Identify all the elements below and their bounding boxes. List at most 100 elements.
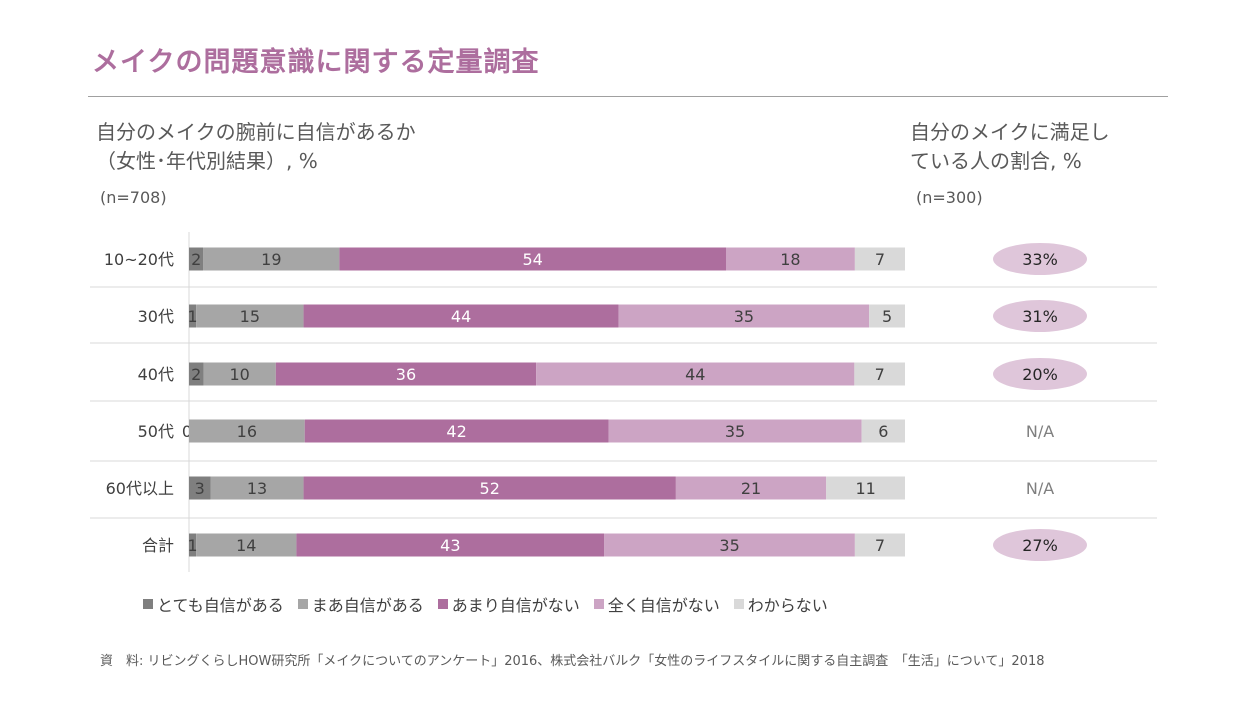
data-label: 36 [396, 365, 416, 384]
legend-item: とても自信がある [143, 592, 284, 616]
legend-swatch [297, 599, 308, 609]
data-label: 35 [725, 422, 745, 441]
category-label: 60代以上 [106, 479, 174, 498]
satisfaction-badge [993, 529, 1087, 561]
left-heading: 自分のメイクの腕前に自信があるか （女性･年代別結果）, % [96, 118, 416, 176]
right-sample-size: (n=300) [916, 188, 983, 207]
data-label: 52 [480, 479, 500, 498]
data-label: 7 [875, 536, 885, 555]
right-heading-line1: 自分のメイクに満足し [910, 120, 1110, 144]
legend-label: まあ自信がある [311, 596, 424, 615]
satisfaction-value: 31% [1022, 307, 1058, 326]
data-label: 18 [780, 250, 800, 269]
bar-segment [869, 304, 905, 328]
legend-item: 全く自信がない [593, 592, 720, 616]
source-note: 資 料: リビングくらしHOW研究所「メイクについてのアンケート」2016、株式… [100, 654, 1045, 669]
legend-label: 全く自信がない [607, 596, 720, 615]
legend-label: わからない [747, 596, 828, 615]
bar-segment [189, 247, 204, 271]
bar-segment [189, 304, 197, 328]
satisfaction-value: 20% [1022, 365, 1058, 384]
bar-segment [189, 476, 211, 500]
bar-segment [861, 419, 905, 443]
bar-segment [203, 247, 340, 271]
data-label: 35 [734, 307, 754, 326]
satisfaction-badge [993, 358, 1087, 390]
data-label: 44 [685, 365, 705, 384]
data-label: 2 [191, 250, 201, 269]
category-label: 30代 [138, 307, 174, 326]
bar-segment [189, 533, 197, 557]
page-title: メイクの問題意識に関する定量調査 [92, 47, 540, 78]
data-label: 0 [182, 422, 192, 441]
legend-swatch [733, 599, 744, 609]
bar-segment [296, 533, 605, 557]
bar-segment [339, 247, 726, 271]
legend-swatch [437, 599, 448, 609]
bar-segment [210, 476, 304, 500]
data-label: 5 [882, 307, 892, 326]
bar-segment [303, 304, 619, 328]
bar-segment [854, 247, 905, 271]
data-label: 7 [875, 365, 885, 384]
category-label: 合計 [142, 536, 174, 555]
left-heading-line2: （女性･年代別結果）, % [96, 149, 318, 173]
data-label: 13 [247, 479, 267, 498]
legend-swatch [593, 599, 604, 609]
satisfaction-badge [993, 300, 1087, 332]
bar-segment [726, 247, 855, 271]
bar-segment [304, 419, 609, 443]
title-divider [88, 96, 1168, 97]
data-label: 44 [451, 307, 471, 326]
bar-segment [536, 362, 855, 386]
category-label: 50代 [138, 422, 174, 441]
data-label: 54 [523, 250, 543, 269]
left-heading-line1: 自分のメイクの腕前に自信があるか [96, 120, 416, 144]
bar-segment [675, 476, 827, 500]
data-label: 10 [229, 365, 249, 384]
bar-segment [275, 362, 537, 386]
legend: とても自信がある まあ自信がある あまり自信がない 全く自信がない わからない [143, 592, 828, 616]
data-label: 6 [878, 422, 888, 441]
satisfaction-value: N/A [1026, 479, 1054, 498]
right-heading-line2: ている人の割合, % [910, 149, 1082, 173]
data-label: 21 [741, 479, 761, 498]
legend-label: あまり自信がない [451, 596, 580, 615]
bar-segment [604, 533, 855, 557]
right-heading: 自分のメイクに満足し ている人の割合, % [910, 118, 1110, 176]
data-label: 43 [440, 536, 460, 555]
legend-label: とても自信がある [157, 596, 284, 615]
bar-segment [189, 362, 204, 386]
data-label: 16 [237, 422, 257, 441]
data-label: 1 [187, 307, 197, 326]
bar-segment [854, 533, 905, 557]
data-label: 35 [719, 536, 739, 555]
bar-segment [196, 304, 304, 328]
bar-segment [196, 533, 297, 557]
category-label: 10~20代 [104, 250, 174, 269]
satisfaction-badge [993, 243, 1087, 275]
data-label: 1 [187, 536, 197, 555]
legend-swatch [143, 599, 153, 609]
bar-segment [189, 419, 305, 443]
legend-item: あまり自信がない [437, 592, 580, 616]
category-label: 40代 [138, 365, 174, 384]
satisfaction-value: 33% [1022, 250, 1058, 269]
satisfaction-value: 27% [1022, 536, 1058, 555]
satisfaction-value: N/A [1026, 422, 1054, 441]
bar-segment [618, 304, 870, 328]
bar-segment [854, 362, 905, 386]
bar-segment [608, 419, 862, 443]
bar-segment [303, 476, 676, 500]
legend-item: まあ自信がある [297, 592, 424, 616]
data-label: 19 [261, 250, 281, 269]
data-label: 15 [240, 307, 260, 326]
left-sample-size: (n=708) [100, 188, 167, 207]
data-label: 14 [236, 536, 256, 555]
data-label: 11 [855, 479, 875, 498]
legend-item: わからない [733, 592, 828, 616]
data-label: 42 [446, 422, 466, 441]
bar-segment [203, 362, 276, 386]
